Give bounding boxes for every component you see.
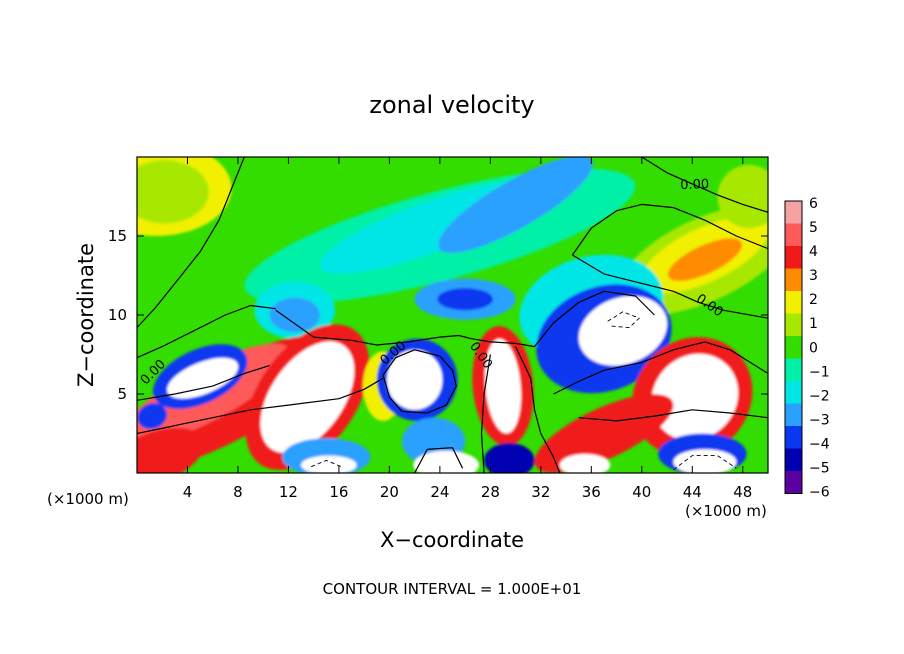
- contour-zero-mid-band: [275, 309, 472, 346]
- field-white-ring: [386, 349, 443, 410]
- colorbar-swatch: [785, 246, 802, 269]
- colorbar-label: −1: [809, 364, 830, 380]
- x-axis: 4 8 12 16 20 24 28 32 36 40 44 48: [183, 157, 752, 501]
- colorbar-label: −3: [809, 412, 830, 428]
- x-tick-label: 36: [582, 483, 601, 501]
- colorbar-label: 6: [809, 196, 818, 212]
- y-tick-label: 5: [117, 385, 127, 403]
- field-white-bottom-left: [301, 455, 357, 473]
- contour-zero-lower-arc: [572, 254, 768, 319]
- colorbar-swatch: [785, 471, 802, 494]
- colorbar-label: −6: [809, 485, 830, 501]
- x-unit-right: (×1000 m): [685, 502, 767, 520]
- colorbar-label: 5: [809, 220, 818, 236]
- colorbar-label: −2: [809, 388, 830, 404]
- field-orange-right: [667, 238, 742, 282]
- colorbar-label: −4: [809, 436, 830, 452]
- contour-zero-jet-lower: [137, 377, 384, 435]
- x-tick-label: 44: [683, 483, 702, 501]
- heatmap-field: [137, 157, 768, 473]
- x-tick-label: 24: [430, 483, 449, 501]
- field-white-bottom-mid: [559, 454, 611, 473]
- colorbar-frame: [784, 200, 803, 494]
- colorbar-swatch: [785, 426, 802, 449]
- x-tick-label: 8: [233, 483, 243, 501]
- field-white-left: [167, 357, 239, 399]
- y-axis: 5 10 15: [108, 227, 768, 403]
- field-blue-mid: [269, 297, 320, 333]
- colorbar-swatch: [785, 268, 802, 291]
- colorbar-label: 0: [809, 340, 818, 356]
- field-red-lower-left: [137, 427, 205, 473]
- x-tick-label: 12: [279, 483, 298, 501]
- field-white-bottom-centre: [413, 450, 479, 473]
- contour-negative-bottom-left: [311, 459, 342, 468]
- contour-zero-jet-upper: [137, 365, 270, 401]
- field-green-upper-right: [717, 164, 768, 229]
- x-tick-label: 4: [183, 483, 193, 501]
- contour-zero-upper-left: [137, 157, 245, 329]
- x-tick-label: 20: [380, 483, 399, 501]
- contour-zero-ring: [382, 349, 457, 414]
- field-blue-centre-core: [437, 288, 493, 311]
- colorbar-swatch: [785, 201, 802, 224]
- contour-zero-right-lower: [578, 409, 768, 422]
- colorbar-swatch: [785, 448, 802, 471]
- colorbar-label: 2: [809, 292, 818, 308]
- field-red-right-lower: [534, 394, 674, 473]
- colorbar-label: 1: [809, 316, 818, 332]
- colorbar-label: 3: [809, 268, 818, 284]
- chart-title: zonal velocity: [369, 91, 534, 119]
- colorbar-label: −5: [809, 460, 830, 476]
- field-blue-bottom-small: [484, 442, 535, 473]
- contour-zero-centre-right: [515, 346, 561, 473]
- colorbar-swatch: [785, 291, 802, 314]
- contour-zero-bottom-centre: [414, 447, 464, 473]
- colorbar-swatch: [785, 313, 802, 336]
- contour-zero-arc-right: [571, 203, 768, 256]
- field-white-middle: [260, 341, 355, 453]
- y-tick-label: 15: [108, 227, 127, 245]
- contour-zero-left: [137, 304, 276, 359]
- x-tick-label: 48: [733, 483, 752, 501]
- y-axis-label: Z−coordinate: [74, 243, 98, 387]
- field-blue-left-small: [137, 403, 168, 430]
- field-white-bottom-right: [673, 449, 737, 473]
- contour-negative-bottom-right: [673, 455, 737, 471]
- x-unit-left: (×1000 m): [47, 490, 129, 508]
- colorbar-label: 4: [809, 244, 818, 260]
- colorbar-swatch: [785, 336, 802, 359]
- y-tick-label: 10: [108, 306, 127, 324]
- contour-zero-right-jet: [553, 341, 768, 395]
- contour-negative-small-right: [607, 311, 640, 329]
- contour-zero-centre-left: [480, 354, 491, 473]
- colorbar-swatch: [785, 358, 802, 381]
- colorbar-swatch: [785, 403, 802, 426]
- field-blue-upper: [438, 157, 594, 254]
- colorbar: 6 5 4 3 2 1 0 −1 −2 −3 −4 −5 −6: [784, 196, 830, 501]
- colorbar-swatch: [785, 381, 802, 404]
- contour-label: 0.00: [680, 177, 709, 193]
- contour-interval-note: CONTOUR INTERVAL = 1.000E+01: [323, 580, 582, 598]
- colorbar-swatch: [785, 223, 802, 246]
- x-tick-label: 32: [531, 483, 550, 501]
- field-white-right-lower: [651, 353, 739, 441]
- field-white-right: [578, 295, 668, 366]
- contour-zero-top-right: [641, 157, 768, 213]
- contour-zero-centre-top: [471, 338, 535, 348]
- x-tick-label: 40: [632, 483, 651, 501]
- field-white-centre: [484, 338, 522, 434]
- field-yellow-core: [137, 160, 209, 224]
- contour-zero-right-blue: [534, 290, 655, 347]
- x-axis-label: X−coordinate: [380, 528, 524, 552]
- x-tick-label: 28: [481, 483, 500, 501]
- x-tick-label: 16: [329, 483, 348, 501]
